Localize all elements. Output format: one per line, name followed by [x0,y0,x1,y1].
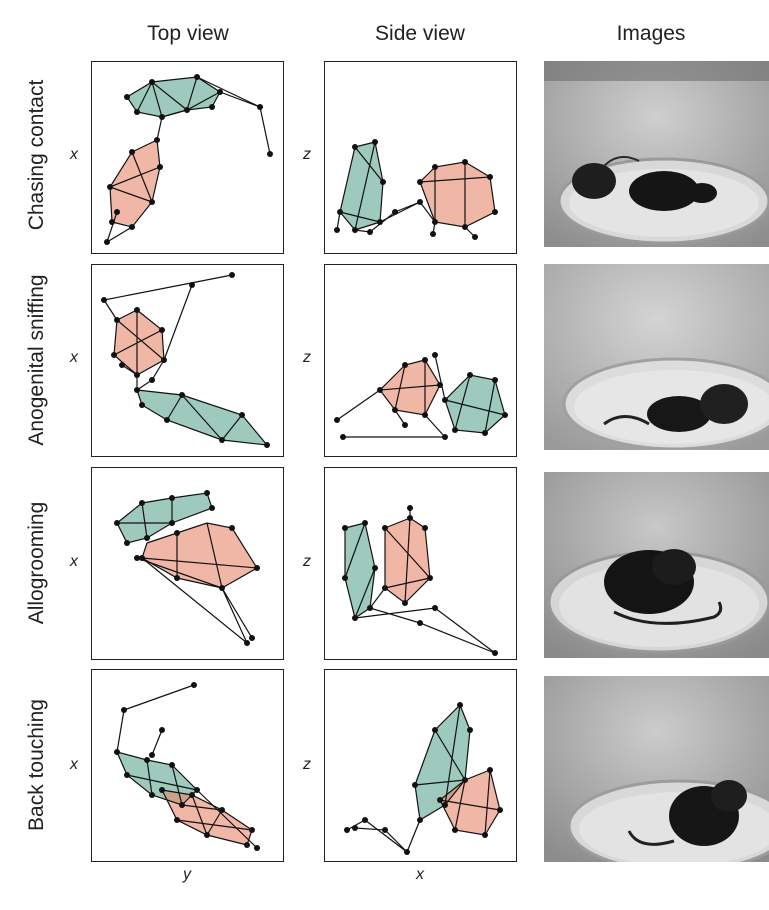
axis-x-label-bottom: x [416,866,424,883]
skeleton-top-anogenital [101,272,270,448]
top-view-anogenital-sniffing [91,264,284,457]
row-label-back-touching: Back touching [25,699,48,831]
row-label-allogrooming: Allogrooming [25,501,48,625]
header-side-view: Side view [375,22,465,45]
header-images: Images [616,22,686,45]
axis-x-label-row1: x [70,146,78,163]
side-view-chasing-contact [324,61,517,254]
mouse-image [544,264,769,450]
side-view-back-touching [324,669,517,862]
mouse-photo-allogrooming [544,472,769,658]
row-label-anogenital-sniffing: Anogenital sniffing [25,274,48,446]
axis-y-label-bottom: y [183,866,191,883]
mouse-image [544,676,769,862]
skeleton-top-back-touching [114,682,260,851]
axis-z-label-row3: z [303,553,311,570]
axis-x-label-row4: x [70,756,78,773]
skeleton-top-chasing [104,74,273,245]
mouse-image [544,61,769,247]
axis-z-label-row1: z [303,146,311,163]
skeleton-top-allogrooming [114,490,260,646]
mouse-image [544,472,769,658]
header-top-view: Top view [147,22,229,45]
axis-x-label-row2: x [70,349,78,366]
row-label-chasing-contact: Chasing contact [25,79,48,231]
top-view-chasing-contact [91,61,284,254]
mouse-photo-back-touching [544,676,769,862]
top-view-back-touching [91,669,284,862]
mouse-photo-anogenital-sniffing [544,264,769,450]
side-view-allogrooming [324,467,517,660]
axis-z-label-row4: z [303,756,311,773]
top-view-allogrooming [91,467,284,660]
skeleton-side-chasing [334,139,498,240]
mouse-photo-chasing-contact [544,61,769,247]
skeleton-side-back-touching [344,702,503,855]
side-view-anogenital-sniffing [324,264,517,457]
axis-z-label-row2: z [303,349,311,366]
axis-x-label-row3: x [70,553,78,570]
skeleton-side-allogrooming [342,505,498,656]
skeleton-side-anogenital [334,352,508,440]
